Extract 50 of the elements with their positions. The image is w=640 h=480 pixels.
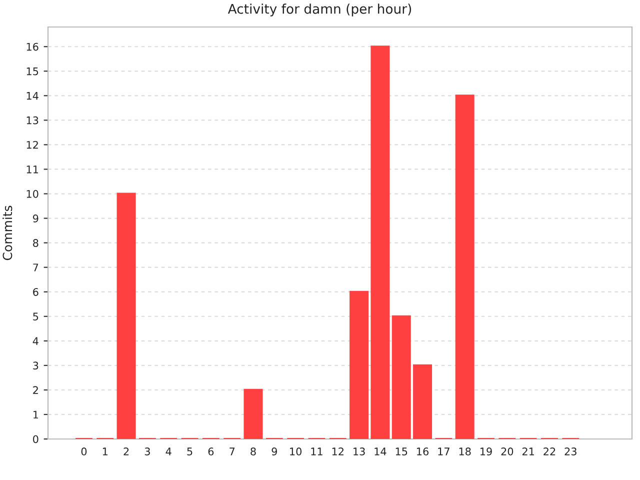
x-tick-label: 2 xyxy=(124,448,129,456)
x-tick-label: 16 xyxy=(417,448,428,456)
x-tick-label: 23 xyxy=(564,448,576,456)
y-tick-label: 1 xyxy=(33,410,38,418)
x-tick-label: 7 xyxy=(230,448,235,456)
y-axis-title: Commits xyxy=(2,206,12,260)
bar xyxy=(413,364,432,439)
x-tick-label: 4 xyxy=(166,448,172,456)
y-tick-label: 5 xyxy=(33,312,38,320)
x-tick-label: 11 xyxy=(311,448,322,456)
x-tick-label: 3 xyxy=(144,448,150,456)
y-tick-label: 6 xyxy=(33,288,38,296)
x-tick-label: 14 xyxy=(374,448,386,456)
y-tick-label: 3 xyxy=(33,362,38,370)
y-tick-label: 16 xyxy=(26,42,38,51)
x-tick-label: 18 xyxy=(459,448,471,456)
x-tick-label: 13 xyxy=(354,448,365,456)
bar xyxy=(116,192,136,439)
y-tick-label: 9 xyxy=(33,214,38,222)
y-tick-label: 13 xyxy=(26,116,38,124)
bar xyxy=(244,388,263,439)
y-tick-label: 14 xyxy=(26,92,38,100)
y-tick-label: 4 xyxy=(32,337,38,345)
x-tick-label: 5 xyxy=(187,448,192,456)
x-tick-label: 6 xyxy=(208,448,214,456)
bar xyxy=(455,94,474,439)
y-tick-label: 2 xyxy=(33,386,38,394)
x-tick-label: 10 xyxy=(290,448,302,456)
y-tick-label: 0 xyxy=(33,435,38,444)
x-tick-label: 22 xyxy=(544,448,556,456)
y-tick-label: 11 xyxy=(26,166,38,174)
y-tick-label: 8 xyxy=(33,239,38,247)
x-tick-label: 9 xyxy=(272,448,277,456)
x-tick-label: 8 xyxy=(250,448,256,456)
x-tick-label: 1 xyxy=(102,448,108,456)
y-tick-label: 7 xyxy=(33,264,38,272)
x-tick-label: 21 xyxy=(522,448,534,456)
bar xyxy=(370,46,390,439)
y-tick-label: 10 xyxy=(26,190,38,198)
x-tick-label: 17 xyxy=(438,448,450,456)
y-tick-label: 12 xyxy=(26,140,38,149)
x-tick-label: 0 xyxy=(81,448,87,456)
chart-title: Activity for damn (per hour) xyxy=(228,4,412,16)
x-tick-label: 20 xyxy=(501,448,514,456)
x-tick-label: 15 xyxy=(396,448,408,456)
x-tick-label: 19 xyxy=(480,448,492,456)
bar xyxy=(350,290,369,439)
x-tick-label: 12 xyxy=(332,448,344,456)
y-tick-label: 15 xyxy=(26,68,38,76)
bar xyxy=(392,315,411,439)
